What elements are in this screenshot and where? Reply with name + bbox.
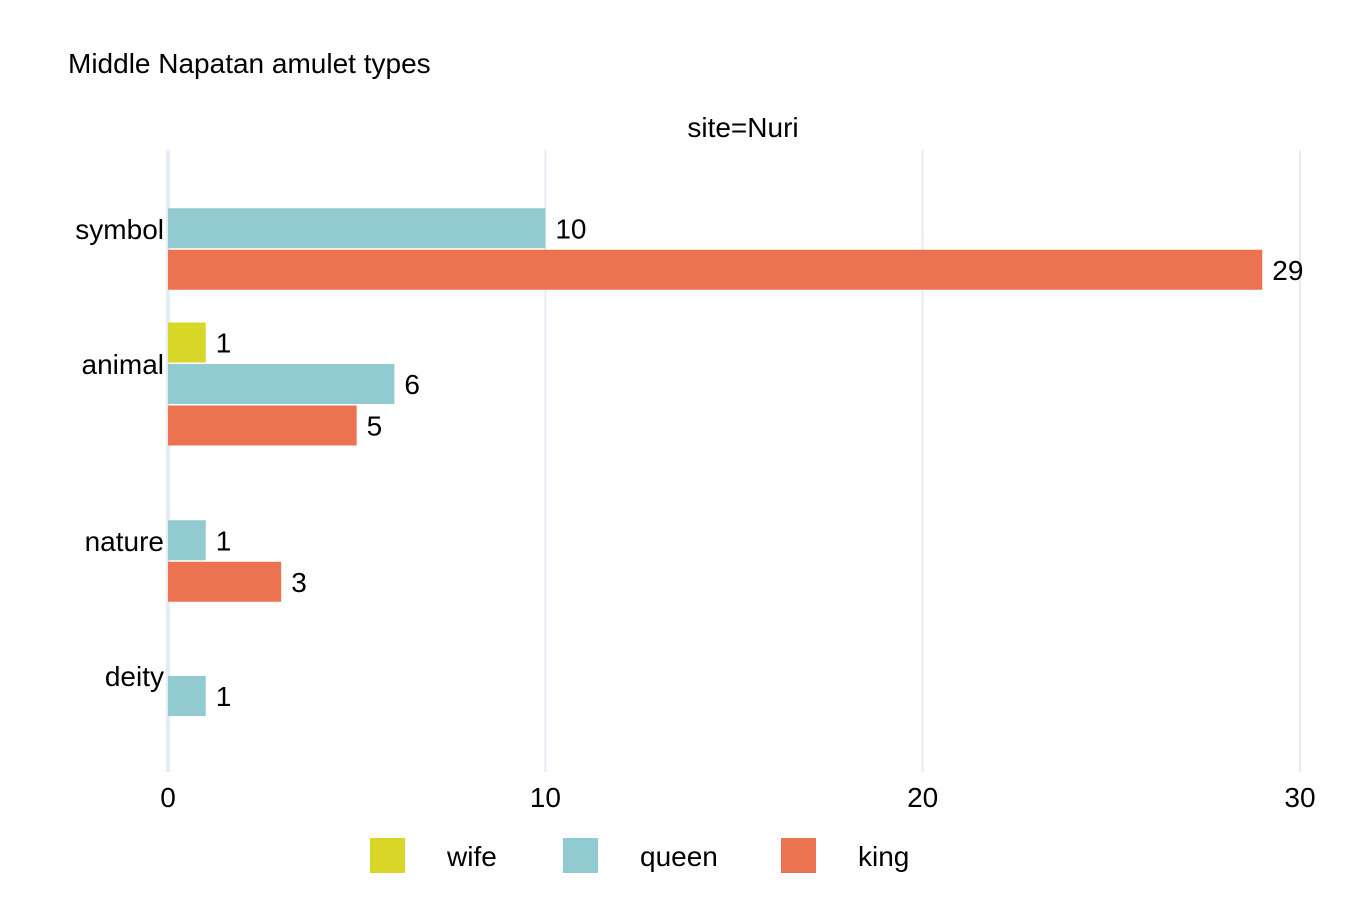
- legend: wife queen king: [370, 838, 909, 873]
- x-tick-label: 20: [907, 782, 938, 813]
- bar-king-nature: [168, 561, 282, 602]
- x-axis-ticks: 0 10 20 30: [160, 782, 1315, 813]
- y-axis-labels: symbol animal nature deity: [75, 214, 164, 692]
- bar-king-symbol: [168, 249, 1263, 290]
- facet-label: site=Nuri: [687, 112, 798, 143]
- bars: 10 29 1 65 1 3 1: [168, 208, 1303, 716]
- x-tick-label: 10: [530, 782, 561, 813]
- data-label: 1: [216, 681, 232, 712]
- data-label: 5: [367, 411, 383, 442]
- legend-label-wife: wife: [446, 841, 497, 872]
- bar-queen-nature: [168, 520, 206, 561]
- data-label: 3: [291, 567, 307, 598]
- data-label: 1: [216, 525, 232, 556]
- y-tick-label: symbol: [75, 214, 164, 245]
- data-label: 1: [216, 328, 232, 359]
- data-label: 10: [555, 213, 586, 244]
- data-label: 6: [404, 369, 420, 400]
- bar-wife-animal: [168, 322, 206, 363]
- legend-swatch-queen: [563, 838, 598, 873]
- x-tick-label: 30: [1284, 782, 1315, 813]
- legend-label-king: king: [858, 841, 909, 872]
- legend-label-queen: queen: [640, 841, 718, 872]
- legend-swatch-king: [781, 838, 816, 873]
- bar-queen-animal: [168, 364, 395, 404]
- y-tick-label: deity: [105, 661, 164, 692]
- legend-swatch-wife: [370, 838, 405, 873]
- data-label: 29: [1272, 255, 1303, 286]
- x-tick-label: 0: [160, 782, 176, 813]
- y-tick-label: animal: [82, 349, 164, 380]
- y-tick-label: nature: [85, 526, 164, 557]
- chart-title: Middle Napatan amulet types: [68, 48, 431, 79]
- bar-queen-deity: [168, 676, 206, 716]
- bar-queen-symbol: [168, 208, 546, 249]
- bar-king-animal: [168, 405, 357, 446]
